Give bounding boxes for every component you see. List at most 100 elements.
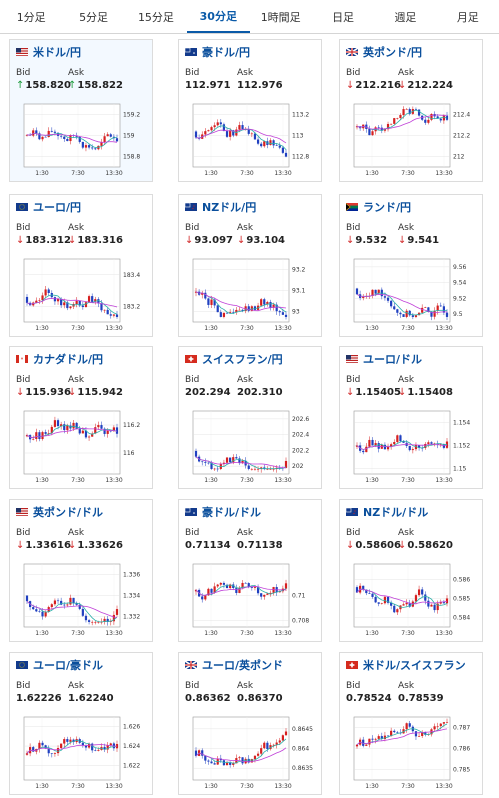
ask-label: Ask <box>68 528 85 538</box>
price-chart[interactable]: 1.626 1.624 1.622 1:30 7:30 13:30 <box>14 714 150 792</box>
card-header: ユーロ/ドル <box>346 351 422 367</box>
candle-body <box>60 600 63 605</box>
tab-7[interactable]: 月足 <box>456 10 479 24</box>
currency-pair-link[interactable]: 米ドル/円 <box>33 46 82 59</box>
candle-body <box>386 446 390 450</box>
card-header: 米ドル/円 <box>16 44 81 60</box>
ask-label: Ask <box>398 528 415 538</box>
candle-body <box>94 148 97 150</box>
x-tick-label: 7:30 <box>71 630 85 637</box>
rate-card[interactable]: ユーロ/英ポンド Bid Ask 0.86362 0.86370 0.8645 0.864 0… <box>178 652 322 795</box>
price-chart[interactable]: 116.2 116 1:30 7:30 13:30 <box>14 408 150 486</box>
card-header: カナダドル/円 <box>16 351 103 367</box>
currency-pair-link[interactable]: ユーロ/ドル <box>363 353 423 366</box>
price-chart[interactable]: 1.154 1.152 1.15 1:30 7:30 13:30 <box>344 408 480 486</box>
arrow-down-icon: ↓ <box>398 540 407 551</box>
tab-6[interactable]: 週足 <box>394 10 417 24</box>
rate-card[interactable]: 米ドル/スイスフラン Bid Ask 0.78524 0.78539 0.787 0.786… <box>339 652 483 795</box>
x-tick-label: 7:30 <box>401 630 415 637</box>
candle-body <box>266 742 269 750</box>
rate-card[interactable]: ランド/円 Bid Ask ↓9.532 ↓9.541 9.56 9.54 9.52 9.5 1:… <box>339 194 483 337</box>
candle-body <box>84 430 88 438</box>
y-tick-label: 0.786 <box>453 746 470 753</box>
tab-0[interactable]: 1分足 <box>16 10 46 24</box>
price-chart[interactable]: 202.6 202.4 202.2 202 1:30 7:30 13:30 <box>183 408 319 486</box>
gb-flag-icon <box>185 661 197 669</box>
price-chart[interactable]: 0.787 0.786 0.785 1:30 7:30 13:30 <box>344 714 480 792</box>
candle-body <box>94 427 97 434</box>
tab-1[interactable]: 5分足 <box>79 10 109 24</box>
currency-pair-link[interactable]: 豪ドル/ドル <box>202 506 262 519</box>
price-chart[interactable]: 0.8645 0.864 0.8635 1:30 7:30 13:30 <box>183 714 319 792</box>
currency-pair-link[interactable]: 米ドル/スイスフラン <box>363 659 466 672</box>
bid-label: Bid <box>346 681 361 691</box>
candle-body <box>439 305 442 307</box>
candle-body <box>436 116 439 119</box>
candle-body <box>374 596 377 603</box>
price-chart[interactable]: 183.4 183.2 1:30 7:30 13:30 <box>14 256 150 334</box>
rate-card[interactable]: 米ドル/円 Bid Ask ↑158.820 ↑158.822 159.2 159 158.8… <box>9 39 153 182</box>
candle-body <box>263 594 266 597</box>
candle-body <box>81 305 84 308</box>
rate-card[interactable]: NZドル/円 Bid Ask ↓93.097 ↓93.104 93.2 93.1 93 1:30… <box>178 194 322 337</box>
price-chart[interactable]: 113.2 113 112.8 1:30 7:30 13:30 <box>183 101 319 179</box>
candle-body <box>442 722 445 724</box>
tab-4[interactable]: 1時間足 <box>260 10 301 24</box>
ask-label: Ask <box>398 681 415 691</box>
price-chart[interactable]: 0.71 0.708 1:30 7:30 13:30 <box>183 561 319 639</box>
ask-value: ↓1.15408 <box>398 387 453 398</box>
currency-pair-link[interactable]: 豪ドル/円 <box>202 46 251 59</box>
currency-pair-link[interactable]: ユーロ/英ポンド <box>202 659 284 672</box>
arrow-down-icon: ↓ <box>346 80 355 91</box>
price-chart[interactable]: 212.4 212.2 212 1:30 7:30 13:30 <box>344 101 480 179</box>
candle-body <box>78 136 81 142</box>
bid-label: Bid <box>346 68 361 78</box>
candle-body <box>380 603 383 604</box>
y-tick-label: 1.624 <box>123 743 140 750</box>
nz-flag-icon <box>185 203 197 211</box>
rate-card[interactable]: 豪ドル/ドル Bid Ask 0.71134 0.71138 0.71 0.708 1:30 7… <box>178 499 322 642</box>
price-chart[interactable]: 93.2 93.1 93 1:30 7:30 13:30 <box>183 256 319 334</box>
y-tick-label: 0.785 <box>453 767 470 774</box>
rate-card[interactable]: ユーロ/ドル Bid Ask ↓1.15405 ↓1.15408 1.154 1.152 1.… <box>339 346 483 489</box>
price-chart[interactable]: 1.336 1.334 1.332 1:30 7:30 13:30 <box>14 561 150 639</box>
currency-pair-link[interactable]: 英ポンド/ドル <box>33 506 104 519</box>
rate-card[interactable]: ユーロ/円 Bid Ask ↓183.312 ↓183.316 183.4 183.2 1:3… <box>9 194 153 337</box>
candle-body <box>207 298 210 305</box>
candle-body <box>362 296 365 298</box>
currency-pair-link[interactable]: ユーロ/円 <box>33 201 82 214</box>
tab-5[interactable]: 日足 <box>332 10 355 24</box>
candle-body <box>81 742 84 746</box>
candle-body <box>63 302 66 306</box>
au-flag-icon <box>185 48 197 56</box>
currency-pair-link[interactable]: スイスフラン/円 <box>202 353 283 366</box>
ask-label: Ask <box>398 223 415 233</box>
tab-3[interactable]: 30分足 <box>187 0 250 33</box>
rate-card[interactable]: 英ポンド/ドル Bid Ask ↓1.33616 ↓1.33626 1.336 1.334 1… <box>9 499 153 642</box>
candle-body <box>213 468 216 470</box>
currency-pair-link[interactable]: カナダドル/円 <box>33 353 104 366</box>
currency-pair-link[interactable]: 英ポンド/円 <box>363 46 423 59</box>
currency-pair-link[interactable]: NZドル/円 <box>202 201 257 214</box>
currency-pair-link[interactable]: ユーロ/豪ドル <box>33 659 104 672</box>
price-chart[interactable]: 0.586 0.585 0.584 1:30 7:30 13:30 <box>344 561 480 639</box>
tab-2[interactable]: 15分足 <box>137 10 174 24</box>
candle-body <box>284 314 288 317</box>
currency-pair-link[interactable]: ランド/円 <box>363 201 412 214</box>
currency-pair-link[interactable]: NZドル/ドル <box>363 506 429 519</box>
candle-body <box>66 739 69 742</box>
rate-card[interactable]: 豪ドル/円 Bid Ask 112.971 112.976 113.2 113 112.8 1:… <box>178 39 322 182</box>
rate-card[interactable]: スイスフラン/円 Bid Ask 202.294 202.310 202.6 202.4 20… <box>178 346 322 489</box>
candle-body <box>371 131 374 136</box>
eu-flag-icon <box>16 203 28 211</box>
candle-body <box>53 753 57 754</box>
rate-card[interactable]: NZドル/ドル Bid Ask ↓0.58606 ↓0.58620 0.586 0.585 0… <box>339 499 483 642</box>
candle-body <box>229 312 232 314</box>
rate-card[interactable]: カナダドル/円 Bid Ask ↓115.936 ↓115.942 116.2 116 1:3… <box>9 346 153 489</box>
candle-body <box>219 122 222 125</box>
price-chart[interactable]: 159.2 159 158.8 1:30 7:30 13:30 <box>14 101 150 179</box>
candle-body <box>247 583 250 588</box>
rate-card[interactable]: ユーロ/豪ドル Bid Ask 1.62226 1.62240 1.626 1.624 1.6… <box>9 652 153 795</box>
rate-card[interactable]: 英ポンド/円 Bid Ask ↓212.216 ↓212.224 212.4 212.2 21… <box>339 39 483 182</box>
price-chart[interactable]: 9.56 9.54 9.52 9.5 1:30 7:30 13:30 <box>344 256 480 334</box>
